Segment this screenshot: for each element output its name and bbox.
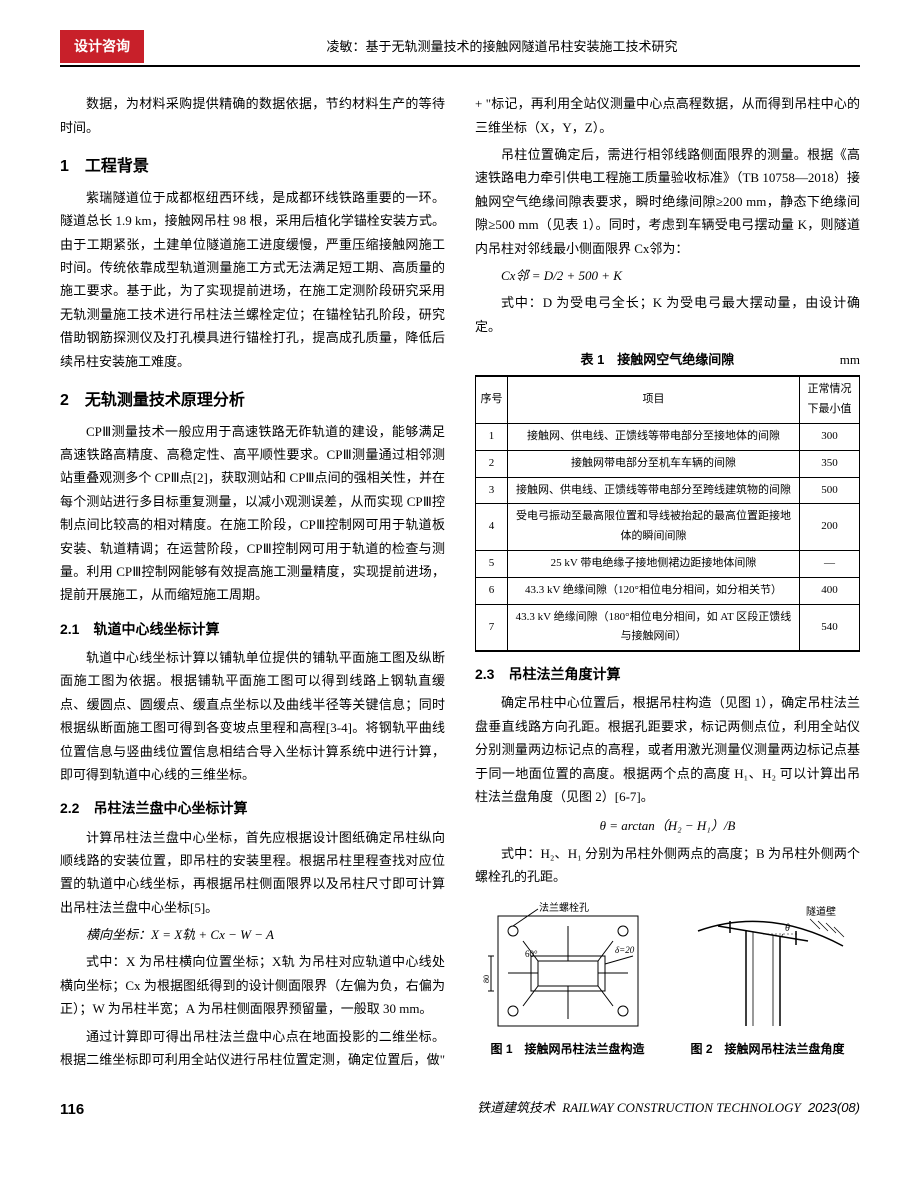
- fig1-delta-label: δ=20: [615, 945, 635, 955]
- table-header-row: 序号 项目 正常情况下最小值: [476, 376, 860, 423]
- formula-theta: θ = arctan（H₂ − H₁）/B: [475, 814, 860, 837]
- table-1-unit: mm: [840, 348, 860, 371]
- intro-continuation: 数据，为材料采购提供精确的数据依据，节约材料生产的等待时间。: [60, 92, 445, 139]
- fig2-theta-label: θ: [785, 923, 790, 934]
- section-1-para: 紫瑞隧道位于成都枢纽西环线，是成都环线铁路重要的一环。隧道总长 1.9 km，接…: [60, 186, 445, 373]
- section-2-2-para1: 计算吊柱法兰盘中心坐标，首先应根据设计图纸确定吊柱纵向顺线路的安装位置，即吊柱的…: [60, 826, 445, 920]
- journal-info: 铁道建筑技术 RAILWAY CONSTRUCTION TECHNOLOGY 2…: [477, 1096, 860, 1123]
- table-1: 序号 项目 正常情况下最小值 1接触网、供电线、正馈线等带电部分至接地体的间隙3…: [475, 375, 860, 652]
- section-1-heading: 1 工程背景: [60, 153, 445, 182]
- footer: 116 铁道建筑技术 RAILWAY CONSTRUCTION TECHNOLO…: [60, 1096, 860, 1123]
- table-row: 743.3 kV 绝缘间隙（180°相位电分相间，如 AT 区段正馈线与接触网间…: [476, 604, 860, 651]
- figure-1: 60° δ=20 法兰螺栓孔 80 图 1 接触网吊柱法兰盘构造: [475, 901, 660, 1058]
- th-seq: 序号: [476, 376, 508, 423]
- table-1-wrapper: 表 1 接触网空气绝缘间隙 mm 序号 项目 正常情况下最小值 1接触网、供电线…: [475, 348, 860, 652]
- table-row: 4受电弓振动至最高限位置和导线被抬起的最高位置距接地体的瞬间间隙200: [476, 504, 860, 551]
- table-row: 643.3 kV 绝缘间隙（120°相位电分相间，如分相关节）400: [476, 577, 860, 604]
- section-2-3-heading: 2.3 吊柱法兰角度计算: [475, 662, 860, 687]
- section-2-1-heading: 2.1 轨道中心线坐标计算: [60, 617, 445, 642]
- table-row: 525 kV 带电绝缘子接地侧裙边距接地体间隙—: [476, 551, 860, 578]
- figure-2: 隧道壁 θ 图 2 接触网吊柱法兰盘角度: [675, 901, 860, 1058]
- journal-issue: 2023(08): [808, 1100, 860, 1115]
- figure-2-svg: 隧道壁 θ: [688, 901, 848, 1036]
- section-2-heading: 2 无轨测量技术原理分析: [60, 387, 445, 416]
- section-2-1-para: 轨道中心线坐标计算以铺轨单位提供的铺轨平面施工图及纵断面施工图为依据。根据铺轨平…: [60, 646, 445, 786]
- section-2-2-para2: 式中：X 为吊柱横向位置坐标；X轨 为吊柱对应轨道中心线处横向坐标；Cx 为根据…: [60, 950, 445, 1020]
- table-row: 1接触网、供电线、正馈线等带电部分至接地体的间隙300: [476, 424, 860, 451]
- header-article-title: 凌敏：基于无轨测量技术的接触网隧道吊柱安装施工技术研究: [144, 35, 860, 58]
- section-2-2-heading: 2.2 吊柱法兰盘中心坐标计算: [60, 796, 445, 821]
- journal-cn: 铁道建筑技术: [477, 1100, 555, 1115]
- two-column-body: 数据，为材料采购提供精确的数据依据，节约材料生产的等待时间。 1 工程背景 紫瑞…: [60, 92, 860, 1071]
- figures-row: 60° δ=20 法兰螺栓孔 80 图 1 接触网吊柱法兰盘构造: [475, 901, 860, 1058]
- section-2-para: CPⅢ测量技术一般应用于高速铁路无砟轨道的建设，能够满足高速铁路高精度、高稳定性…: [60, 420, 445, 607]
- svg-text:80: 80: [483, 975, 491, 983]
- col2-para2: 吊柱位置确定后，需进行相邻线路侧面限界的测量。根据《高速铁路电力牵引供电工程施工…: [475, 143, 860, 260]
- section-2-3-para1: 确定吊柱中心位置后，根据吊柱构造（见图 1），确定吊柱法兰盘垂直线路方向孔距。根…: [475, 691, 860, 808]
- formula-cx-adj: Cx邻 = D/2 + 500 + K: [475, 264, 860, 287]
- header-bar: 设计咨询 凌敏：基于无轨测量技术的接触网隧道吊柱安装施工技术研究: [60, 30, 860, 67]
- figure-1-caption: 图 1 接触网吊柱法兰盘构造: [475, 1040, 660, 1058]
- th-value: 正常情况下最小值: [800, 376, 860, 423]
- table-row: 2接触网带电部分至机车车辆的间隙350: [476, 450, 860, 477]
- th-item: 项目: [508, 376, 800, 423]
- table-1-title: 表 1 接触网空气绝缘间隙: [580, 352, 734, 367]
- section-2-3-para2: 式中：H₂、H₁ 分别为吊柱外侧两点的高度；B 为吊柱外侧两个螺栓孔的孔距。: [475, 842, 860, 889]
- table-1-caption: 表 1 接触网空气绝缘间隙 mm: [475, 348, 860, 371]
- col2-para3: 式中：D 为受电弓全长；K 为受电弓最大摆动量，由设计确定。: [475, 291, 860, 338]
- page-number: 116: [60, 1096, 84, 1123]
- figure-1-svg: 60° δ=20 法兰螺栓孔 80: [483, 901, 653, 1036]
- figure-2-caption: 图 2 接触网吊柱法兰盘角度: [675, 1040, 860, 1058]
- formula-horizontal-coord: 横向坐标：X = X轨 + Cx − W − A: [60, 923, 445, 946]
- fig1-angle-label: 60°: [525, 949, 538, 959]
- fig1-bolt-label: 法兰螺栓孔: [539, 901, 589, 914]
- journal-en: RAILWAY CONSTRUCTION TECHNOLOGY: [562, 1100, 800, 1115]
- table-row: 3接触网、供电线、正馈线等带电部分至跨线建筑物的间隙500: [476, 477, 860, 504]
- fig2-wall-label: 隧道壁: [806, 905, 836, 918]
- header-category-tab: 设计咨询: [60, 30, 144, 63]
